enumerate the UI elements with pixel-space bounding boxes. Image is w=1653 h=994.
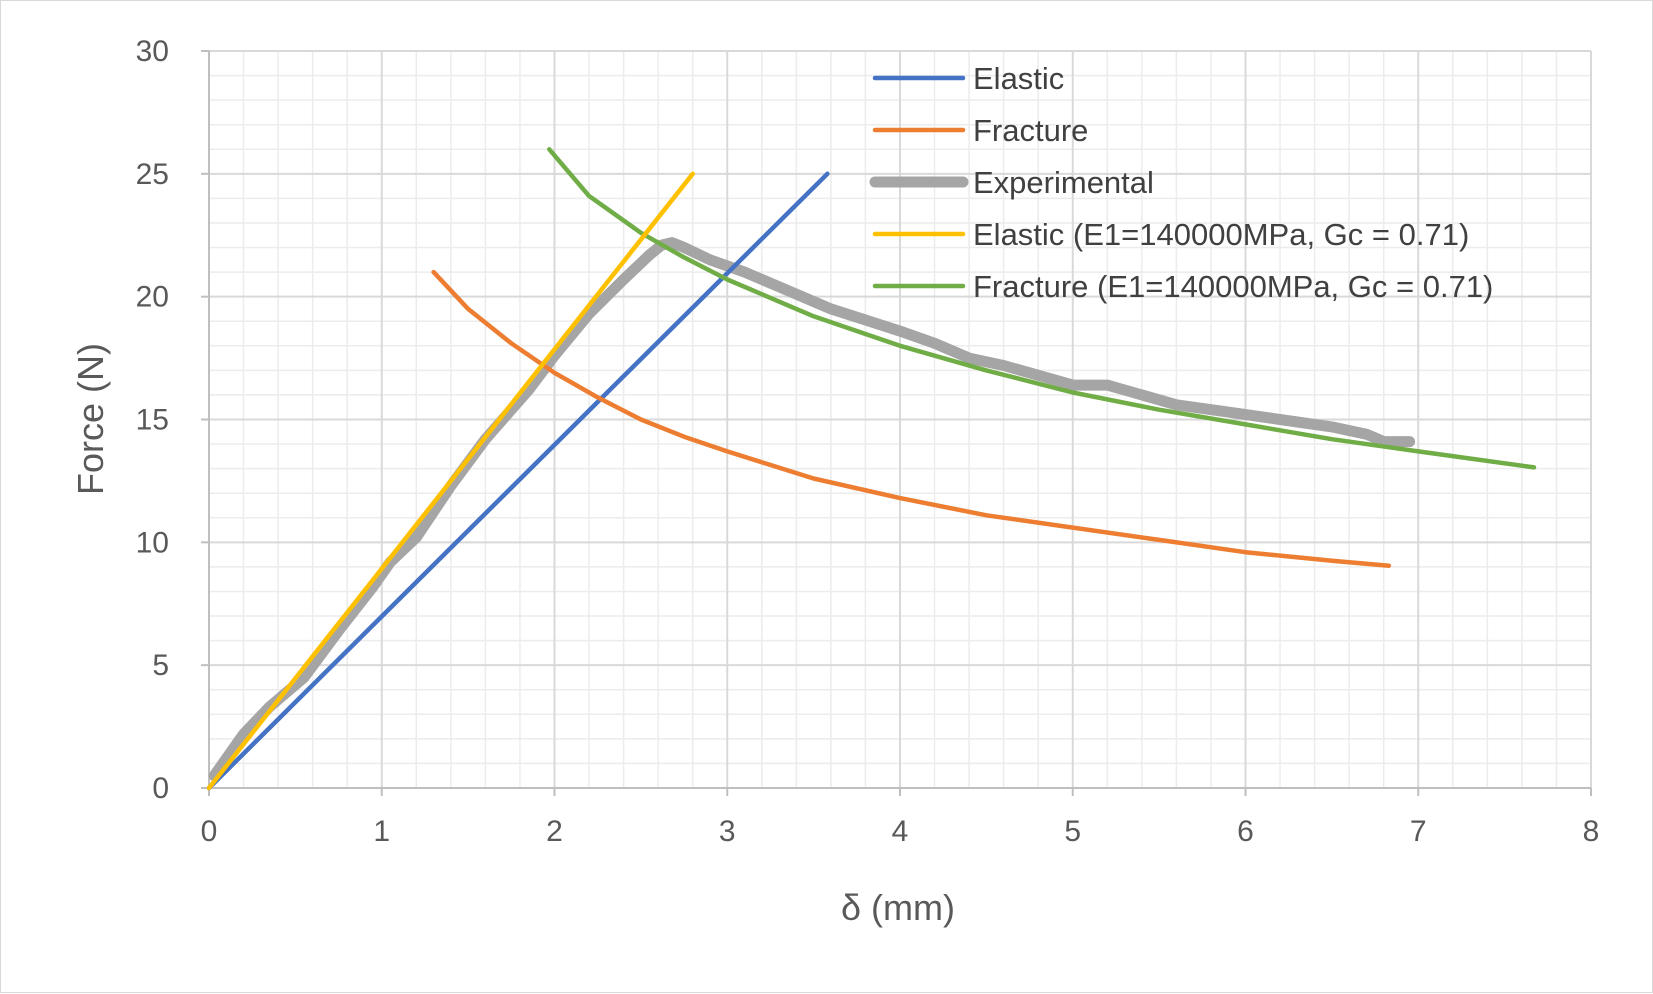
y-tick-label: 10	[136, 526, 169, 559]
legend-label: Elastic (E1=140000MPa, Gc = 0.71)	[973, 217, 1469, 252]
series-line-fracture-e1-140000mpa-gc-0-71	[547, 147, 1537, 470]
y-tick-label: 20	[136, 281, 169, 314]
series-layer	[206, 147, 1537, 791]
x-tick-label: 3	[719, 815, 736, 848]
y-tick-label: 5	[152, 649, 169, 682]
x-tick-label: 1	[373, 815, 390, 848]
x-axis-title: δ (mm)	[841, 887, 955, 928]
x-tick-label: 7	[1410, 815, 1427, 848]
axes	[201, 50, 1592, 796]
series-line-elastic	[206, 171, 830, 791]
y-tick-label: 0	[152, 772, 169, 805]
y-axis-title: Force (N)	[70, 343, 111, 495]
x-tick-label: 2	[546, 815, 563, 848]
legend-label: Elastic	[973, 61, 1064, 96]
series-line-experimental	[208, 237, 1416, 782]
y-tick-label: 30	[136, 35, 169, 68]
legend-label: Experimental	[973, 165, 1154, 200]
series-line-elastic-e1-140000mpa-gc-0-71	[206, 171, 695, 791]
x-tick-label: 0	[201, 815, 218, 848]
x-tick-label: 8	[1583, 815, 1600, 848]
legend-label: Fracture	[973, 113, 1088, 148]
x-tick-label: 4	[892, 815, 909, 848]
y-tick-label: 15	[136, 404, 169, 437]
tick-labels: 0 1 2 3 4 5 6 7 8 0 5 10 15 20 25 30	[136, 35, 1600, 848]
legend-label: Fracture (E1=140000MPa, Gc = 0.71)	[973, 269, 1493, 304]
y-tick-label: 25	[136, 158, 169, 191]
x-tick-label: 6	[1237, 815, 1254, 848]
x-tick-label: 5	[1064, 815, 1081, 848]
legend: Elastic Fracture Experimental Elastic (E1=1…	[869, 61, 1493, 304]
series-line-fracture	[431, 269, 1392, 568]
